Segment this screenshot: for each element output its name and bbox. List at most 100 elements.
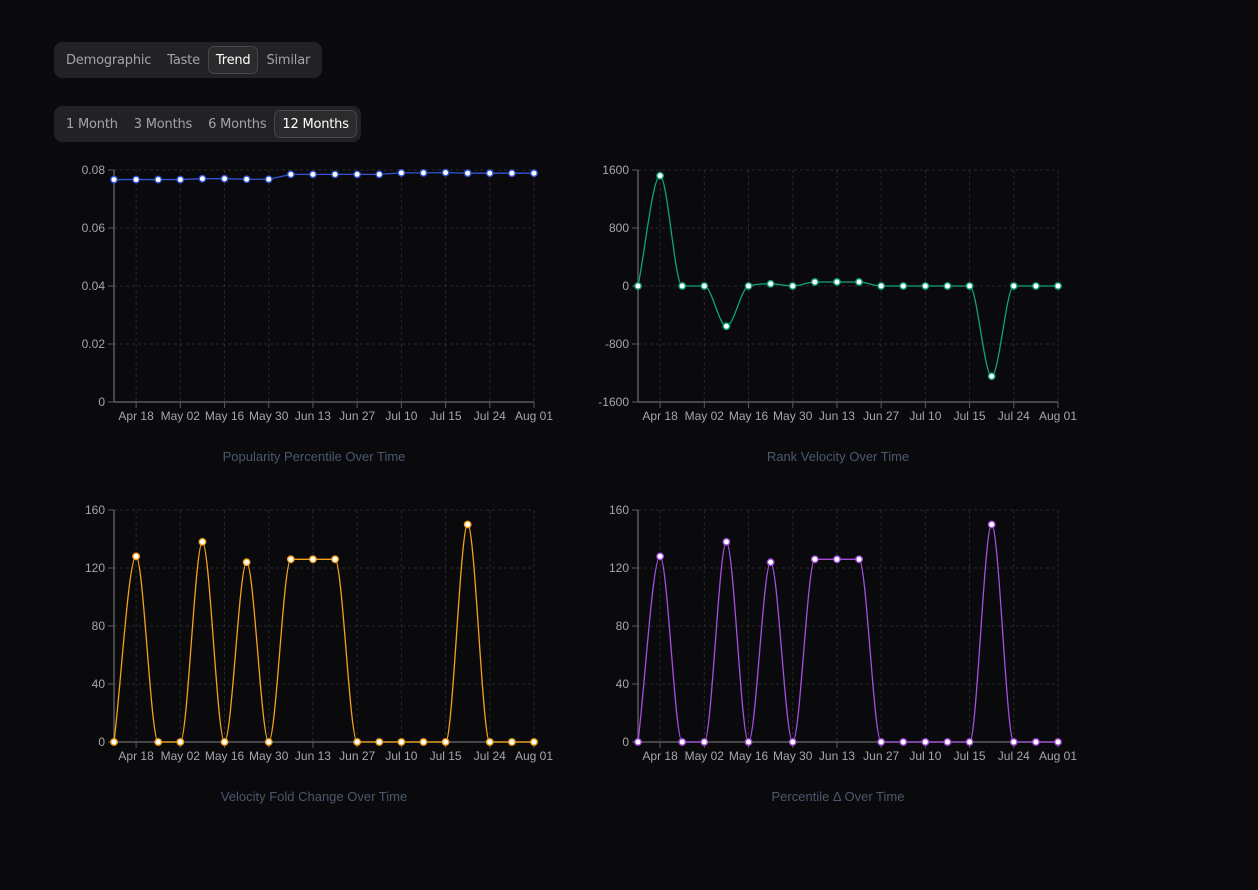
tab-trend[interactable]: Trend: [207, 46, 259, 74]
x-tick-label: Aug 01: [1039, 409, 1077, 423]
x-tick-label: Jun 13: [819, 749, 855, 763]
y-tick-label: 0: [622, 279, 629, 293]
range-3-months[interactable]: 3 Months: [126, 110, 200, 138]
x-tick-label: Jun 13: [295, 749, 331, 763]
time-range-selector: 1 Month 3 Months 6 Months 12 Months: [54, 106, 361, 142]
y-tick-label: 1600: [602, 163, 629, 177]
data-point: [700, 738, 709, 746]
x-tick-label: May 16: [729, 749, 769, 763]
x-tick-label: May 30: [249, 409, 289, 423]
data-point: [441, 168, 450, 177]
data-point: [397, 738, 406, 746]
grid: [638, 509, 1059, 743]
x-tick-label: May 30: [773, 409, 813, 423]
y-tick-label: 0: [98, 395, 105, 409]
data-point: [943, 738, 952, 746]
tab-similar[interactable]: Similar: [258, 46, 318, 74]
data-point: [788, 282, 797, 290]
x-tick-label: Apr 18: [642, 749, 678, 763]
x-tick-label: May 30: [249, 749, 289, 763]
data-point: [220, 174, 229, 183]
x-tick-label: Jul 15: [954, 749, 986, 763]
data-point: [198, 538, 207, 546]
y-tick-label: 0.08: [82, 163, 106, 177]
tab-demographic[interactable]: Demographic: [58, 46, 159, 74]
percentile-delta-plot: 0 40 80 120 160 Apr 18 May 02 May 16 May 30 Jun 1…: [609, 503, 1077, 763]
y-tick-label: 0: [98, 735, 105, 749]
x-tick-label: Jul 10: [385, 749, 417, 763]
x-tick-label: Jul 10: [909, 749, 941, 763]
data-point: [722, 322, 731, 331]
y-tick-label: 0: [622, 735, 629, 749]
data-point: [242, 175, 251, 184]
data-point: [987, 372, 996, 381]
data-point: [965, 738, 974, 746]
data-point: [309, 170, 317, 179]
tab-taste[interactable]: Taste: [159, 46, 208, 74]
data-point: [309, 555, 317, 564]
data-point: [286, 170, 295, 179]
chart-title: Percentile Δ Over Time: [771, 789, 905, 804]
data-point: [530, 169, 538, 178]
data-point: [1031, 738, 1040, 746]
data-point: [419, 168, 428, 177]
x-tick-label: Jun 27: [863, 409, 899, 423]
data-point: [110, 175, 118, 184]
view-tabs: Demographic Taste Trend Similar: [54, 42, 323, 78]
range-6-months[interactable]: 6 Months: [200, 110, 274, 138]
x-tick-label: Jul 15: [430, 749, 462, 763]
data-point: [899, 282, 908, 290]
y-tick-label: 40: [92, 677, 106, 691]
data-point: [965, 282, 974, 290]
data-point: [110, 738, 118, 746]
data-point: [264, 175, 273, 184]
range-1-month[interactable]: 1 Month: [58, 110, 126, 138]
series-line: [637, 175, 1058, 377]
data-point: [507, 169, 516, 178]
data-point: [132, 175, 141, 184]
data-point: [507, 738, 516, 746]
y-tick-label: 160: [85, 503, 105, 517]
x-tick-label: May 02: [161, 409, 201, 423]
popularity-percentile-plot: 0 0.02 0.04 0.06 0.08 Apr 18 May 02 May 16 May 3…: [82, 163, 554, 423]
data-point: [1054, 738, 1062, 746]
x-tick-label: May 02: [685, 409, 725, 423]
series-line: [113, 523, 534, 743]
data-point: [877, 282, 886, 290]
velocity-fold-change-plot: 0 40 80 120 160 Apr 18 May 02 May 16 May 30 Jun 1…: [85, 503, 553, 763]
data-point: [810, 555, 819, 564]
data-point: [441, 738, 450, 746]
velocity-fold-change-chart: 0 40 80 120 160 Apr 18 May 02 May 16 May 30 Jun 1…: [54, 500, 574, 820]
range-12-months[interactable]: 12 Months: [274, 110, 357, 138]
data-point: [154, 175, 163, 184]
x-tick-label: May 02: [161, 749, 201, 763]
data-point: [855, 278, 863, 286]
y-tick-label: 80: [616, 619, 630, 633]
grid: [114, 509, 535, 743]
data-point: [485, 169, 494, 178]
x-tick-label: Jul 24: [998, 749, 1030, 763]
data-point: [833, 555, 841, 564]
x-tick-label: Jun 27: [339, 749, 375, 763]
data-point: [877, 738, 886, 746]
chart-title: Popularity Percentile Over Time: [222, 449, 406, 464]
series-line: [637, 523, 1058, 743]
x-tick-label: Jun 13: [295, 409, 331, 423]
popularity-percentile-chart: 0 0.02 0.04 0.06 0.08 Apr 18 May 02 May 16 May 3…: [54, 160, 574, 480]
y-tick-label: 0.04: [82, 279, 106, 293]
y-tick-label: 0.06: [82, 221, 106, 235]
data-point: [766, 558, 775, 567]
y-tick-label: 0.02: [82, 337, 106, 351]
y-tick-label: 160: [609, 503, 629, 517]
data-point: [375, 170, 384, 179]
data-point: [656, 552, 665, 561]
data-point: [678, 282, 687, 290]
y-tick-label: 120: [85, 561, 105, 575]
data-point: [1031, 282, 1040, 290]
x-tick-label: Jul 10: [385, 409, 417, 423]
x-tick-label: Jul 24: [474, 409, 506, 423]
data-point: [463, 520, 472, 529]
data-point: [943, 282, 952, 290]
data-point: [766, 279, 775, 288]
data-point: [419, 738, 428, 746]
